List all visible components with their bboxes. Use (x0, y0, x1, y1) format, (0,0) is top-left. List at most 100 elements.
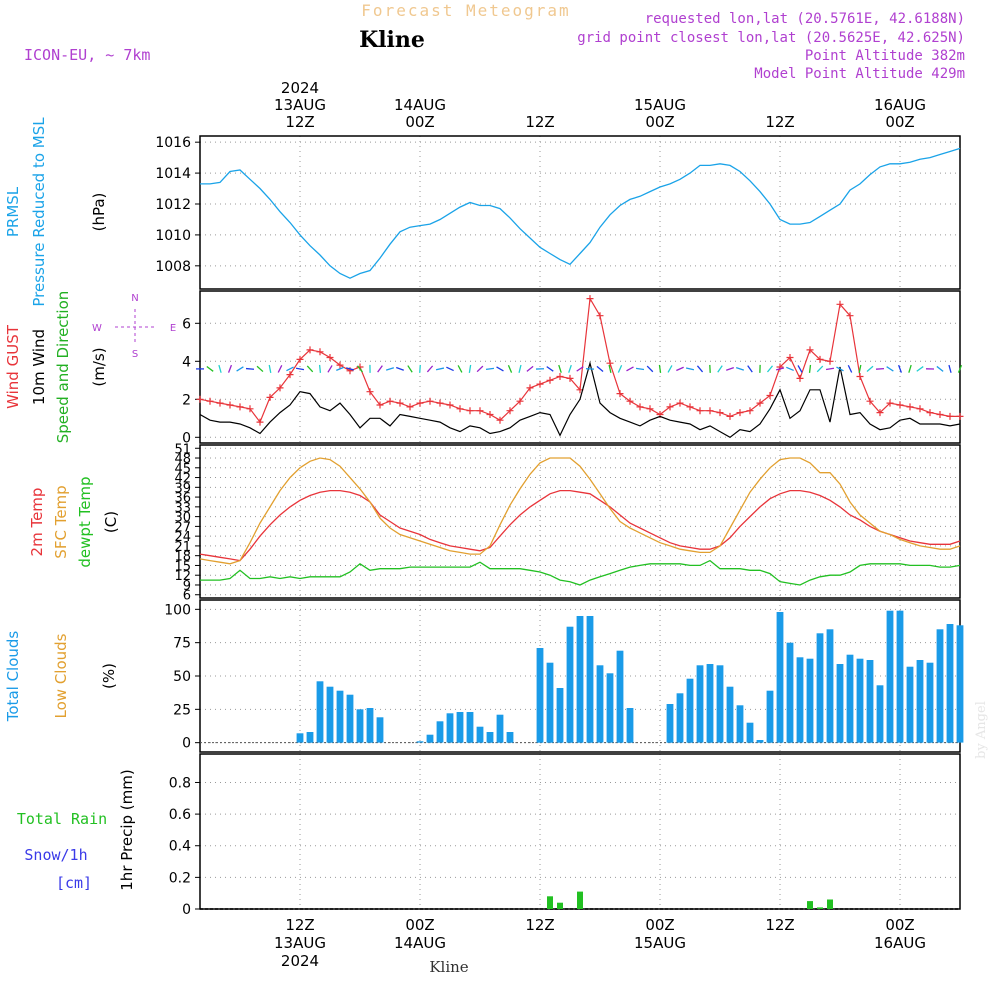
wind-direction-arrow (667, 365, 673, 373)
rain-bar (577, 891, 583, 909)
pressure-line (200, 147, 961, 279)
wind-direction-arrow (766, 365, 774, 373)
cloud-bar (296, 733, 304, 743)
wind-direction-arrow (476, 365, 484, 373)
gust-marker (466, 407, 474, 415)
gust-marker (536, 380, 544, 388)
cloud-bar (856, 658, 864, 743)
cloud-bar (816, 633, 824, 743)
t2m-line (199, 489, 961, 562)
temp-ytick-label: 18 (174, 550, 191, 565)
cloud-bar (926, 662, 934, 743)
temp-ytick-label: 21 (174, 540, 191, 555)
wind-direction-arrow (457, 365, 463, 373)
bottom-tick-hour: 00Z (885, 916, 914, 934)
precip-ytick-label: 0.6 (169, 807, 191, 823)
gust-marker (526, 384, 534, 392)
wind-direction-arrow (318, 364, 322, 373)
wind-direction-arrow (419, 364, 421, 373)
cloud-bar (536, 648, 544, 743)
wind-direction-arrow (357, 365, 363, 373)
wind-panel: 0 2 4 6 N S W E Wind GUST 10m Wind Speed and Direc… (4, 290, 964, 446)
wind-direction-arrow (886, 366, 894, 372)
gust-marker (936, 411, 944, 418)
cloud-bar (886, 610, 894, 743)
cloud-bar (806, 658, 814, 743)
wind-direction-arrow (385, 367, 395, 371)
wind-direction-arrow (676, 366, 684, 372)
cloud-bar (326, 686, 334, 743)
gust-marker (816, 355, 824, 363)
gust-marker (686, 403, 694, 411)
precip-legend-label: Total Rain (17, 810, 107, 828)
pressure-ytick-label: 1010 (155, 228, 191, 244)
gust-marker (736, 409, 744, 417)
station-title: Kline (359, 27, 425, 53)
temp-axis-label: SFC Temp (52, 485, 70, 558)
temp-ytick-label: 42 (174, 472, 191, 487)
wind-direction-arrow (717, 365, 723, 373)
compass-south: S (132, 349, 138, 360)
cloud-bar (476, 726, 484, 743)
wind-direction-arrow (568, 364, 572, 373)
wind-direction-arrow (426, 365, 434, 373)
cloud-bar (876, 685, 884, 743)
bottom-tick-hour: 12Z (525, 916, 554, 934)
gust-marker (596, 312, 604, 320)
wind-direction-arrow (507, 364, 513, 373)
gust-marker (786, 354, 794, 361)
gust-marker (376, 401, 384, 409)
temp-ytick-label: 51 (174, 442, 191, 457)
gust-marker (906, 403, 914, 411)
cloud-bar (366, 708, 374, 743)
gust-marker (236, 403, 244, 411)
wind-ytick-label: 0 (182, 430, 191, 446)
gust-marker (746, 407, 754, 415)
pressure-ytick-label: 1008 (155, 259, 191, 275)
wind-direction-arrow (268, 364, 272, 373)
clouds-axis-label: Low Clouds (52, 633, 70, 718)
gust-marker (806, 346, 814, 354)
clouds-ytick-label: 100 (164, 602, 191, 618)
wind-direction-arrow (726, 366, 734, 371)
cloud-bar (436, 721, 444, 743)
gust-marker (626, 397, 634, 405)
wind-direction-arrow (808, 364, 812, 373)
top-tick-hour: 00Z (405, 113, 434, 131)
temp-frame (199, 444, 961, 599)
wind-axis-label: Wind GUST (4, 324, 22, 409)
cloud-bar (596, 665, 604, 743)
cloud-bar (726, 686, 734, 743)
cloud-bar (456, 712, 464, 743)
cloud-bar (696, 665, 704, 743)
top-tick-hour: 12Z (525, 113, 554, 131)
clouds-axis-label: Total Clouds (4, 631, 22, 723)
wind-direction-arrow (658, 364, 662, 373)
wind-ytick-label: 6 (182, 316, 191, 332)
wind-direction-arrow (206, 365, 214, 372)
cloud-bar (336, 690, 344, 743)
precip-frame (199, 753, 961, 910)
pressure-frame (199, 135, 961, 290)
wind-direction-arrow (626, 366, 634, 372)
wind-direction-arrow (407, 365, 413, 373)
pressure-ytick-label: 1012 (155, 197, 191, 213)
dewpoint-line (200, 559, 961, 586)
cloud-bar (936, 629, 944, 743)
cloud-bar (826, 629, 834, 743)
gust-marker (826, 357, 834, 365)
wind-direction-arrow (336, 366, 344, 372)
gust-marker (366, 388, 374, 396)
wind-direction-arrow (435, 367, 445, 371)
wind-direction-arrow (518, 364, 522, 373)
bottom-tick-hour: 00Z (405, 916, 434, 934)
wind-direction-arrow (747, 365, 753, 373)
temp-axis-label: (C) (102, 511, 120, 533)
bottom-station: Kline (429, 958, 468, 976)
compass-east: E (170, 323, 176, 334)
gust-marker (446, 401, 454, 409)
wind-direction-arrow (526, 365, 534, 372)
bottom-tick-date: 13AUG (274, 934, 326, 952)
gust-marker (436, 399, 444, 407)
wind-direction-arrow (286, 366, 294, 372)
